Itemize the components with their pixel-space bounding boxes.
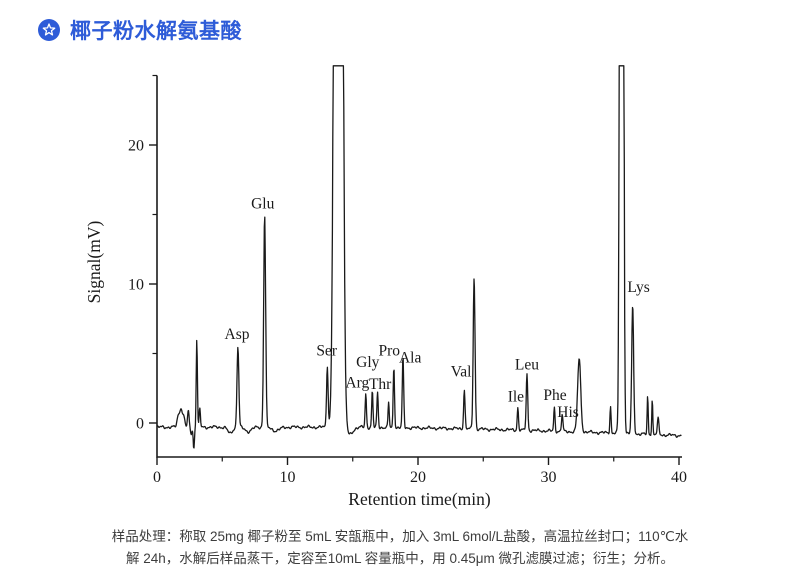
y-tick-label: 20 [128, 138, 144, 155]
y-axis-title: Signal(mV) [84, 221, 104, 304]
sample-prep-caption: 样品处理：称取 25mg 椰子粉至 5mL 安瓿瓶中，加入 3mL 6mol/L… [50, 526, 750, 570]
peak-label-Leu: Leu [515, 357, 539, 374]
x-tick-label: 10 [280, 469, 296, 486]
peak-label-Arg: Arg [345, 375, 369, 392]
axis-lines [156, 75, 682, 458]
page-header: 椰子粉水解氨基酸 [36, 15, 242, 45]
x-tick-label: 20 [410, 469, 426, 486]
chromatogram-curve [156, 65, 682, 449]
peak-label-Asp: Asp [225, 326, 250, 343]
peak-label-Val: Val [451, 364, 472, 381]
peak-label-Thr: Thr [369, 376, 392, 393]
peak-label-Glu: Glu [251, 195, 275, 212]
peak-label-Ser: Ser [316, 343, 338, 360]
x-axis-title: Retention time(min) [348, 489, 491, 509]
x-tick-label: 30 [541, 469, 557, 486]
caption-line-1: 样品处理：称取 25mg 椰子粉至 5mL 安瓿瓶中，加入 3mL 6mol/L… [111, 529, 689, 544]
peak-label-Lys: Lys [627, 279, 649, 296]
peak-label-Phe: Phe [543, 387, 566, 404]
x-tick-label: 0 [153, 469, 161, 486]
page-title: 椰子粉水解氨基酸 [70, 20, 242, 43]
y-tick-label: 10 [128, 277, 144, 294]
star-badge-icon [38, 19, 60, 41]
caption-line-2: 解 24h，水解后样品蒸干，定容至10mL 容量瓶中，用 0.45μm 微孔滤膜… [125, 551, 675, 566]
peak-label-His: His [557, 404, 579, 421]
peak-label-Pro: Pro [379, 343, 401, 360]
peak-label-Ile: Ile [508, 389, 524, 406]
peak-label-Ala: Ala [399, 350, 422, 367]
y-tick-label: 0 [136, 416, 144, 433]
peak-label-Gly: Gly [356, 354, 380, 371]
x-tick-label: 40 [671, 469, 687, 486]
